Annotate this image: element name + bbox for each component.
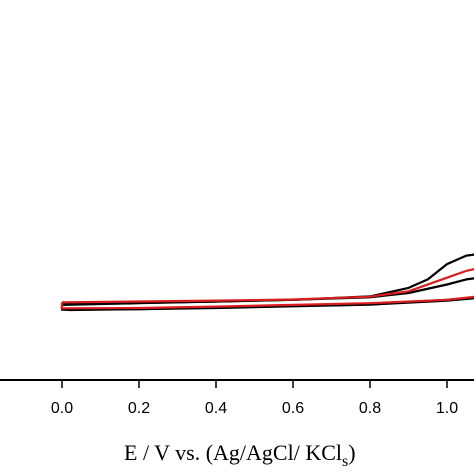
x-tick-label: 0.4 xyxy=(205,400,227,417)
x-axis-title: E / V vs. (Ag/AgCl/ KCls) xyxy=(124,440,356,470)
cv-curve-3 xyxy=(60,268,474,310)
x-tick-label: 0.8 xyxy=(359,400,381,417)
x-axis-title-subscript: s xyxy=(342,453,348,470)
x-tick-label: 1.0 xyxy=(436,400,458,417)
x-tick-label: 0.6 xyxy=(282,400,304,417)
x-tick-label: 0.0 xyxy=(51,400,73,417)
cv-curve-2 xyxy=(60,277,474,311)
x-tick-label: 0.2 xyxy=(128,400,150,417)
cv-curve-1 xyxy=(60,253,474,312)
curves xyxy=(60,253,474,312)
x-ticks: .20.00.20.40.60.81.01.2 xyxy=(51,380,458,417)
x-axis-title-close: ) xyxy=(348,440,355,465)
